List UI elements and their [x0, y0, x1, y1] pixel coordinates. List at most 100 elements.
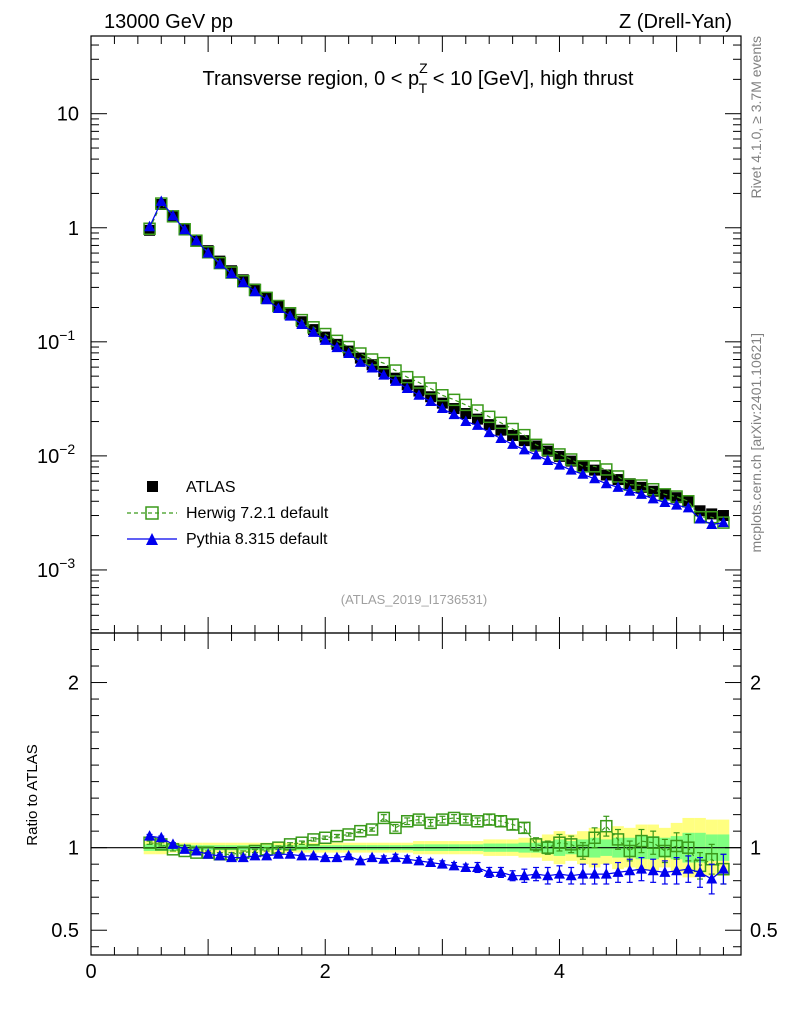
ratio-panel: 0.5 0.5 1 1 2 2 0 2 4 Ratio to ATLAS [24, 632, 778, 983]
atlas-point [694, 505, 706, 517]
pythia-point [659, 496, 671, 508]
herwig-ratio-point [377, 811, 391, 825]
plot-title: Transverse region, 0 < pZ T < 10 [GeV], h… [203, 60, 634, 96]
pythia-ratio-point [413, 854, 425, 866]
atlas-point [530, 440, 542, 452]
pythia-ratio-point [495, 866, 507, 877]
ratio-ticks [90, 633, 741, 955]
main-marks [143, 195, 730, 530]
pythia-point [495, 432, 507, 444]
atlas-point [471, 413, 483, 425]
herwig-ratio-point [623, 844, 636, 858]
atlas-point [706, 508, 718, 520]
pythia-point [612, 481, 624, 492]
pythia-point [413, 389, 425, 400]
ratio-y-tick-label-right: 2 [750, 673, 761, 695]
pythia-point [589, 472, 601, 484]
main-y-tick-label: 10−3 [37, 555, 75, 582]
pythia-ratio-point [144, 830, 156, 841]
legend-herwig-marker [145, 506, 159, 520]
ratio-marks [143, 811, 730, 895]
legend-atlas-marker [147, 481, 158, 492]
pythia-point [553, 459, 565, 470]
pythia-point [179, 223, 191, 235]
atlas-point [635, 481, 647, 493]
pythia-point [706, 518, 718, 530]
ratio-y-tick-label-right: 1 [750, 838, 761, 860]
pythia-point [237, 276, 249, 288]
herwig-ratio-point [576, 844, 590, 858]
legend: ATLAS Herwig 7.2.1 default Pythia 8.315 … [127, 479, 329, 548]
herwig-ratio-point [588, 831, 601, 845]
pythia-point [155, 195, 167, 206]
atlas-point [647, 485, 659, 497]
ratio-y-tick-label: 1 [68, 838, 79, 860]
pythia-ratio-point [226, 851, 238, 863]
pythia-ratio-point [237, 851, 249, 863]
atlas-point [448, 403, 460, 415]
ratio-y-tick-label: 0.5 [51, 920, 79, 942]
herwig-ratio-point [518, 821, 531, 835]
title-post: < 10 [GeV], high thrust [427, 68, 634, 90]
pythia-point [144, 220, 156, 232]
pythia-ratio-point [249, 849, 261, 861]
pythia-point [694, 512, 706, 524]
herwig-point [600, 463, 613, 476]
x-tick-label: 0 [85, 961, 96, 983]
legend-pythia-label: Pythia 8.315 default [186, 531, 328, 548]
pythia-line [149, 200, 724, 526]
pythia-ratio-point [553, 868, 565, 879]
atlas-point [565, 455, 577, 467]
pythia-ratio-point [378, 853, 390, 864]
pythia-point [647, 492, 659, 504]
pythia-point [202, 247, 214, 258]
header-left: 13000 GeV pp [104, 11, 233, 33]
main-panel: 10−3 10−2 10−1 1 10 Transverse region, 0 < p… [37, 35, 742, 634]
pythia-ratio-point [600, 868, 612, 879]
pythia-ratio-point [671, 864, 683, 876]
pythia-point [401, 382, 413, 393]
legend-atlas-label: ATLAS [186, 479, 236, 496]
pythia-ratio-point [577, 868, 589, 879]
atlas-point [460, 408, 472, 420]
pythia-ratio-point [530, 868, 542, 879]
mcplots-label: mcplots.cern.ch [arXiv:2401.10621] [748, 333, 764, 552]
analysis-watermark: (ATLAS_2019_I1736531) [341, 592, 487, 607]
pythia-ratio-point [460, 861, 472, 872]
pythia-ratio-point [471, 861, 483, 872]
x-tick-label: 4 [554, 961, 565, 983]
pythia-point [436, 402, 448, 414]
legend-herwig-label: Herwig 7.2.1 default [186, 505, 329, 522]
pythia-ratio-point [390, 851, 402, 863]
pythia-ratio-point [155, 831, 167, 843]
atlas-point [483, 419, 495, 431]
herwig-ratio-point [600, 819, 613, 833]
pythia-point [717, 516, 729, 528]
pythia-ratio-point [167, 838, 179, 849]
pythia-ratio-point [214, 849, 226, 861]
herwig-ratio-point [389, 821, 402, 835]
atlas-point [671, 492, 683, 504]
ratio-y-tick-label-right: 0.5 [750, 920, 778, 942]
rivet-version-label: Rivet 4.1.0, ≥ 3.7M events [748, 36, 764, 199]
atlas-point [507, 429, 519, 441]
pythia-point [577, 468, 589, 479]
pythia-point [507, 438, 519, 449]
pythia-ratio-point [706, 873, 718, 884]
pythia-ratio-point [507, 869, 519, 881]
pythia-point [635, 488, 647, 499]
pythia-point [261, 293, 273, 305]
title-sub: T [419, 80, 428, 96]
pythia-ratio-point [518, 869, 530, 881]
pythia-point [214, 258, 226, 269]
pythia-point [272, 302, 284, 313]
pythia-ratio-point [331, 851, 343, 863]
pythia-point [366, 361, 378, 373]
main-y-tick-labels: 10−3 10−2 10−1 1 10 [37, 104, 79, 582]
pythia-ratio-point [565, 869, 577, 881]
pythia-ratio-point [635, 863, 647, 874]
ratio-y-tick-label: 2 [68, 673, 79, 695]
pythia-ratio-point [659, 866, 671, 877]
pythia-point [343, 347, 355, 358]
herwig-ratio-point [365, 823, 379, 836]
